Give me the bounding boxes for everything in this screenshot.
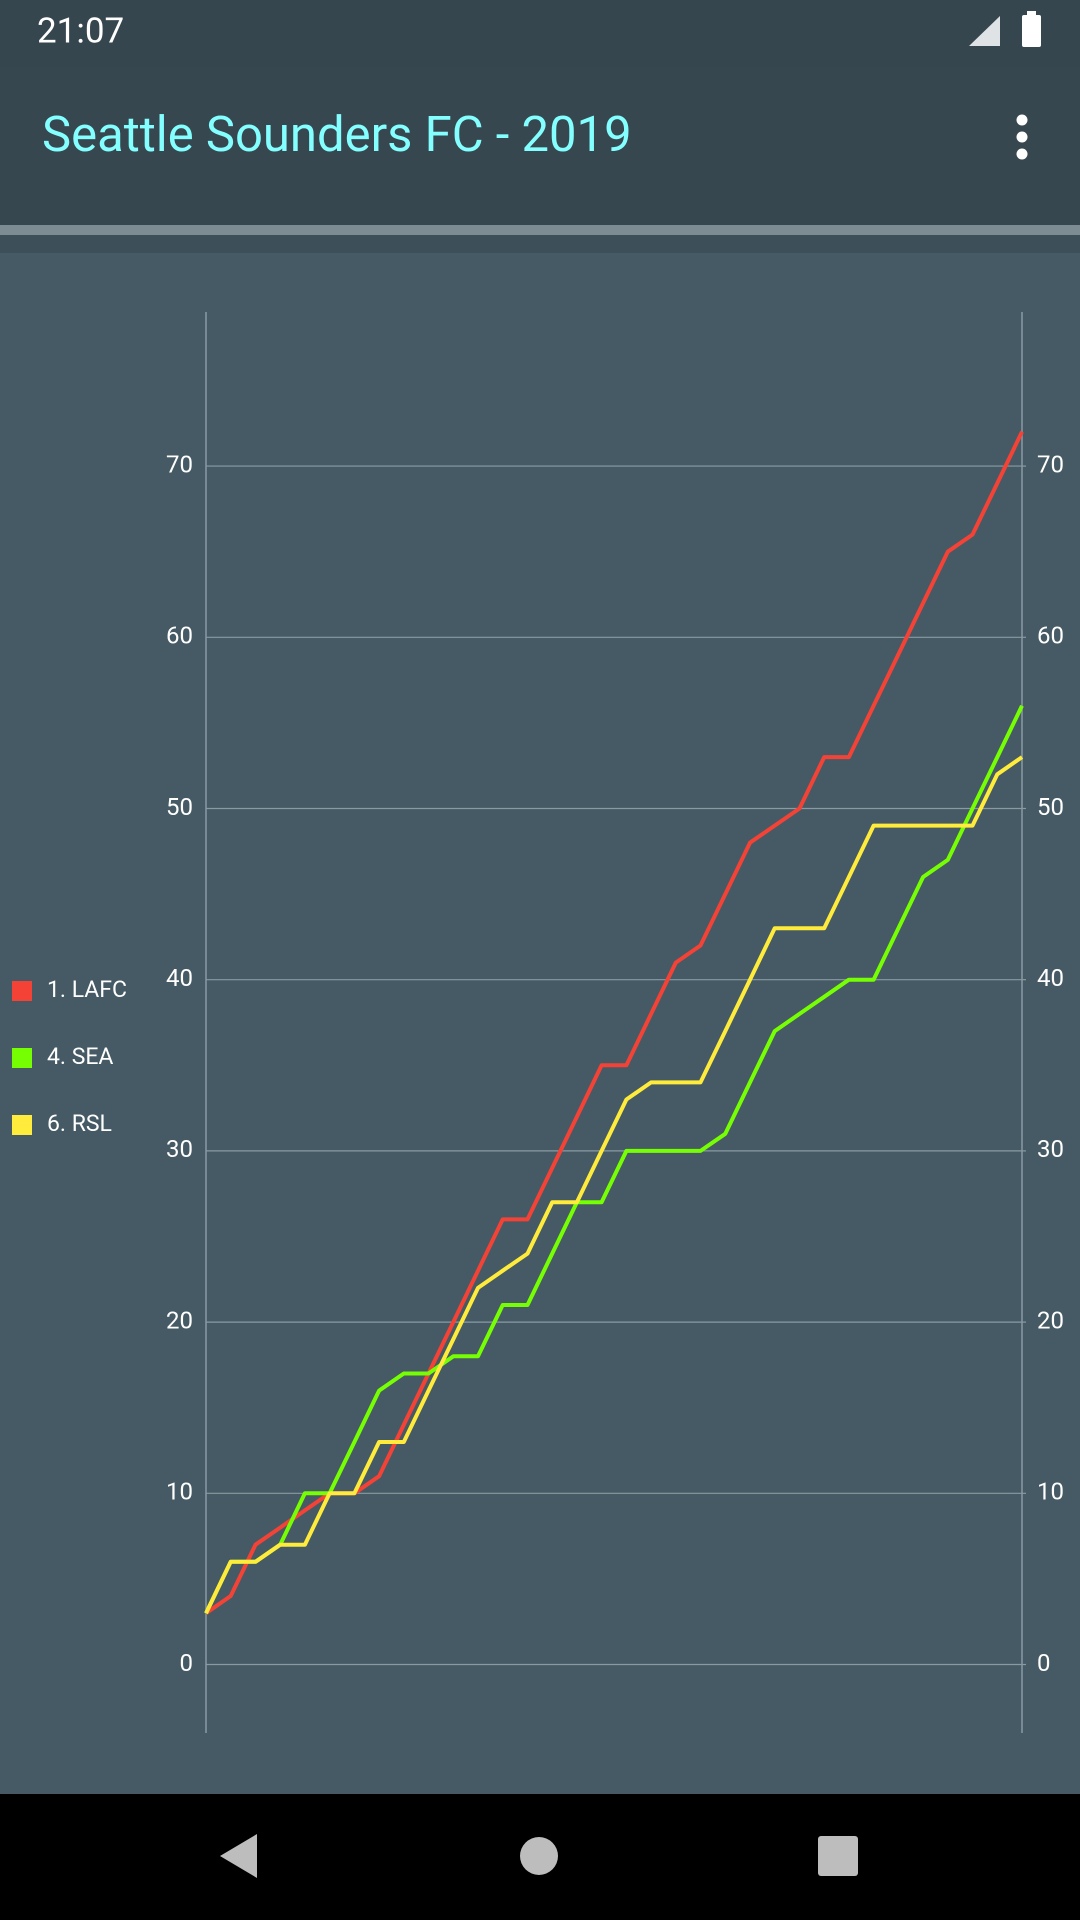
y2-tick-label: 30 xyxy=(1037,1135,1064,1163)
chart: 0 10 20 30 40 50 60 70 0 10 20 30 40 50 60 70 1. LAFC 4. … xyxy=(12,312,1064,1733)
y-tick-label: 0 xyxy=(180,1649,194,1677)
y-tick-label: 10 xyxy=(166,1478,193,1506)
battery-icon xyxy=(1022,15,1041,47)
y-tick-label: 30 xyxy=(166,1135,193,1163)
menu-dot[interactable] xyxy=(1016,148,1028,160)
y-tick-label: 70 xyxy=(166,450,193,478)
y2-tick-label: 20 xyxy=(1037,1306,1064,1334)
legend-swatch xyxy=(12,1048,32,1068)
signal-icon xyxy=(969,16,1000,46)
y2-tick-label: 50 xyxy=(1037,793,1064,821)
nav-recents[interactable] xyxy=(818,1836,858,1876)
legend-swatch xyxy=(12,1115,32,1135)
y2-tick-label: 60 xyxy=(1037,622,1064,650)
tab-strip xyxy=(0,235,1080,253)
series-line xyxy=(204,704,1024,1615)
nav-back[interactable] xyxy=(220,1834,257,1878)
tab-indicator xyxy=(0,225,1080,235)
nav-home[interactable] xyxy=(520,1837,558,1875)
status-time: 21:07 xyxy=(37,10,124,51)
y2-tick-label: 70 xyxy=(1037,450,1064,478)
y-tick-label: 20 xyxy=(166,1306,193,1334)
y2-tick-label: 0 xyxy=(1037,1649,1051,1677)
legend-label: 1. LAFC xyxy=(47,976,127,1003)
overflow-menu[interactable] xyxy=(1016,114,1028,160)
app-bar xyxy=(0,67,1080,225)
legend-swatch xyxy=(12,981,32,1001)
y2-tick-label: 40 xyxy=(1037,964,1064,992)
y-tick-label: 40 xyxy=(166,964,193,992)
legend-label: 4. SEA xyxy=(47,1043,113,1070)
status-bar xyxy=(0,0,1080,67)
series-line xyxy=(204,430,1024,1615)
y-tick-label: 50 xyxy=(166,793,193,821)
menu-dot[interactable] xyxy=(1016,114,1028,126)
menu-dot[interactable] xyxy=(1016,131,1028,143)
battery-tip xyxy=(1027,11,1036,16)
y2-tick-label: 10 xyxy=(1037,1478,1064,1506)
y-tick-label: 60 xyxy=(166,622,193,650)
series-line xyxy=(204,755,1024,1615)
legend-label: 6. RSL xyxy=(47,1110,112,1137)
app-title: Seattle Sounders FC - 2019 xyxy=(42,106,632,163)
